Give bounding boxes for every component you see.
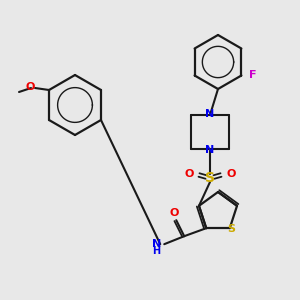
Text: N: N [206,145,214,155]
Text: O: O [184,169,194,179]
Text: N: N [206,109,214,119]
Text: O: O [226,169,236,179]
Text: H: H [152,246,160,256]
Text: O: O [25,82,35,92]
Text: N: N [152,239,161,249]
Text: O: O [169,208,179,218]
Text: S: S [205,171,215,185]
Text: F: F [249,70,256,80]
Text: S: S [227,224,235,234]
